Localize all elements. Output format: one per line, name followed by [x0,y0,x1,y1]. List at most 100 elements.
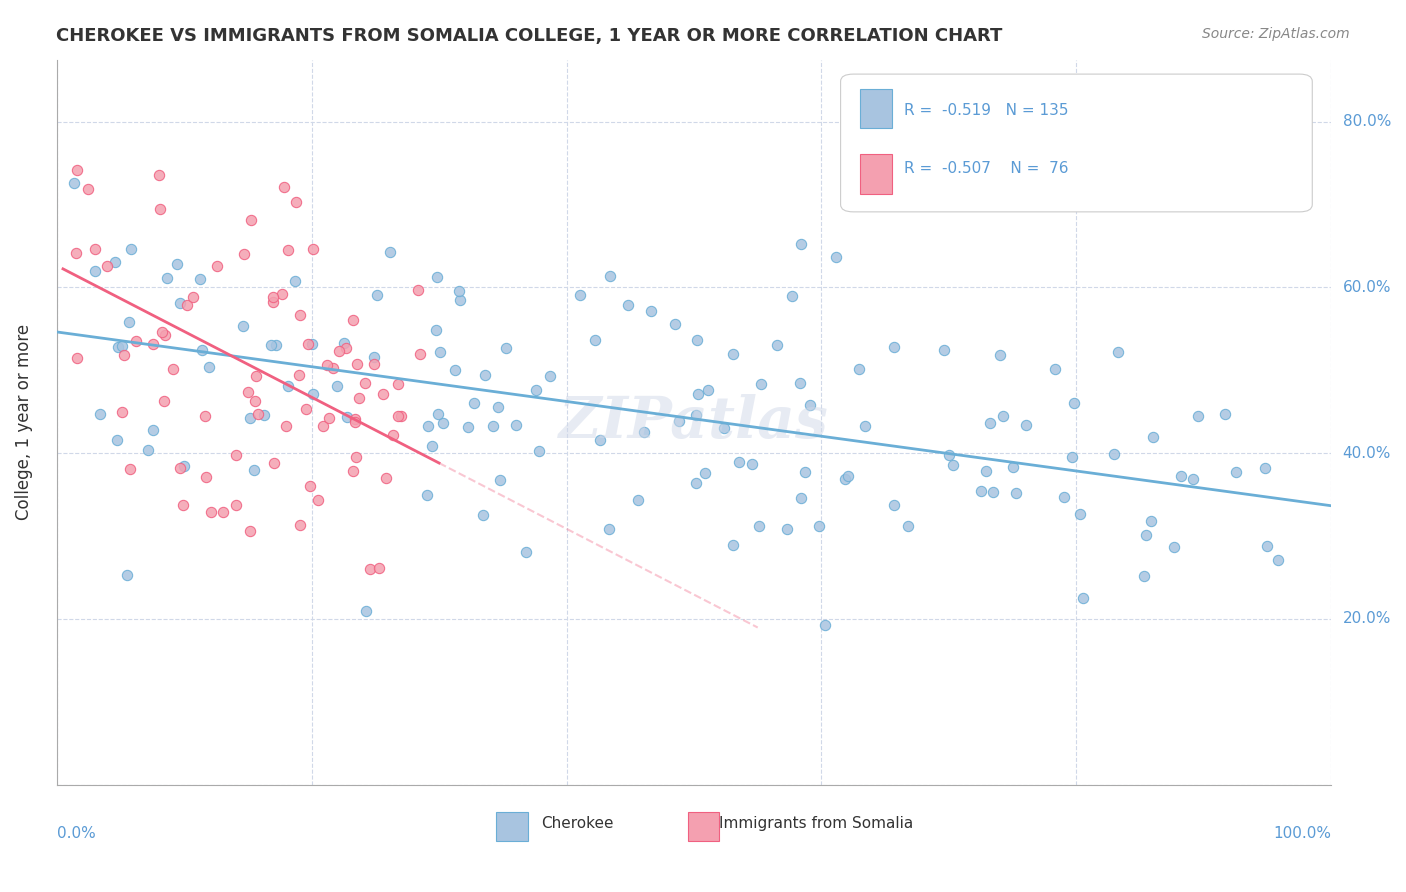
Point [243,394,266,409]
Point [156,271,179,285]
Point [136,443,159,458]
Point [232,247,254,261]
Point [1254,460,1277,475]
FancyBboxPatch shape [841,74,1312,212]
Point [290,518,312,533]
Point [721,346,744,360]
Point [695,467,717,481]
Point [274,419,297,434]
Point [295,401,318,416]
Point [335,341,357,355]
Point [149,202,172,216]
Point [799,398,821,412]
Text: 100.0%: 100.0% [1274,826,1331,841]
Point [1063,396,1085,410]
Point [790,237,813,252]
Point [515,544,537,558]
Point [245,368,267,383]
Point [371,386,394,401]
Text: R =  -0.507    N =  76: R = -0.507 N = 76 [904,161,1069,176]
Point [1104,447,1126,461]
Point [194,409,217,423]
Point [326,379,349,393]
Point [380,244,402,259]
Point [232,318,254,333]
Point [120,242,142,256]
Text: 80.0%: 80.0% [1343,114,1391,129]
Point [633,425,655,439]
Point [83,263,105,277]
Point [790,491,813,505]
Point [1135,528,1157,542]
Point [1225,465,1247,479]
Point [363,350,385,364]
Point [447,285,470,299]
Point [284,274,307,288]
Point [262,294,284,309]
Point [342,464,364,478]
Point [668,414,690,428]
Point [328,343,350,358]
Point [449,293,471,307]
Text: 60.0%: 60.0% [1343,280,1391,295]
Point [240,213,263,227]
Point [981,484,1004,499]
Point [115,568,138,582]
Point [415,488,437,502]
Point [142,423,165,437]
Point [443,363,465,377]
Point [488,473,510,487]
Point [194,470,217,484]
Point [366,288,388,302]
Point [347,391,370,405]
Point [354,376,377,390]
Point [344,450,367,465]
Point [66,163,89,178]
Point [1181,472,1204,486]
Point [181,289,204,303]
Point [96,259,118,273]
Point [834,472,856,486]
Point [974,464,997,478]
Point [1170,468,1192,483]
Point [239,411,262,425]
Point [775,522,797,536]
FancyBboxPatch shape [859,153,891,194]
Point [471,508,494,523]
Point [169,460,191,475]
Point [474,368,496,383]
Point [374,471,396,485]
Point [342,312,364,326]
Point [166,257,188,271]
Point [748,519,770,533]
Point [285,195,308,210]
Point [1140,514,1163,528]
Point [120,462,142,476]
Point [969,483,991,498]
Point [569,288,592,302]
Point [853,419,876,434]
Point [505,418,527,433]
Point [271,286,294,301]
Point [848,362,870,376]
Point [883,341,905,355]
Point [938,448,960,462]
Point [299,479,322,493]
Point [420,439,443,453]
Point [685,476,707,491]
Point [382,428,405,442]
FancyBboxPatch shape [688,813,720,841]
Point [246,407,269,421]
Point [236,384,259,399]
Point [1015,418,1038,433]
Point [728,455,751,469]
Point [432,417,454,431]
Point [1073,591,1095,605]
Point [173,458,195,473]
Point [616,298,638,312]
Point [308,492,330,507]
Point [529,443,551,458]
Point [425,323,447,337]
Point [837,469,859,483]
Point [793,466,815,480]
